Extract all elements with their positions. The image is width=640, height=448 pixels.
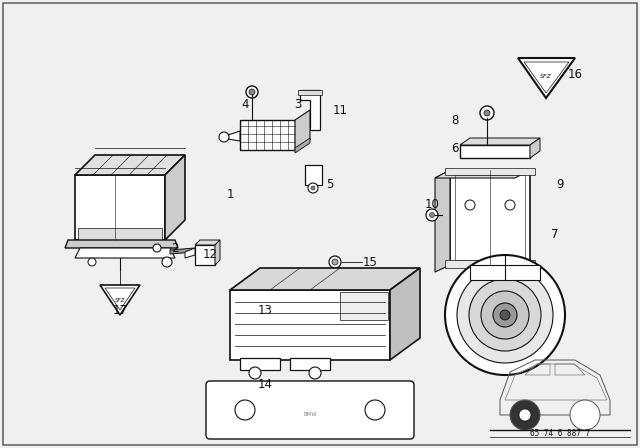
Polygon shape [298,90,322,95]
Circle shape [308,183,318,193]
Polygon shape [340,292,388,320]
Text: 12: 12 [202,249,218,262]
Circle shape [493,303,517,327]
Circle shape [500,310,510,320]
Circle shape [332,259,338,265]
Text: 3: 3 [294,99,301,112]
Polygon shape [195,245,215,265]
Polygon shape [228,131,240,141]
Text: SFZ: SFZ [115,297,125,302]
Polygon shape [170,248,195,254]
Polygon shape [435,170,450,272]
Circle shape [426,209,438,221]
Circle shape [235,400,255,420]
Text: 8: 8 [451,113,459,126]
Text: 2: 2 [172,241,179,254]
Circle shape [570,400,600,430]
Polygon shape [295,138,310,153]
Text: 9: 9 [556,178,564,191]
Circle shape [429,212,435,217]
Polygon shape [230,268,420,290]
Circle shape [465,200,475,210]
Text: 65 74 6 887 7: 65 74 6 887 7 [530,430,590,439]
Text: 11: 11 [333,103,348,116]
Text: 5: 5 [326,178,333,191]
Circle shape [505,200,515,210]
Polygon shape [300,90,320,130]
Circle shape [219,132,229,142]
Polygon shape [390,268,420,360]
Circle shape [457,267,553,363]
Polygon shape [460,145,530,158]
Text: 6: 6 [451,142,459,155]
Polygon shape [518,58,575,98]
FancyBboxPatch shape [206,381,414,439]
Circle shape [469,279,541,351]
Circle shape [510,400,540,430]
Circle shape [445,255,565,375]
Polygon shape [75,175,165,240]
Polygon shape [230,290,390,360]
Text: BMW: BMW [303,413,317,418]
Polygon shape [215,240,220,265]
Polygon shape [65,240,178,248]
Text: 4: 4 [241,99,249,112]
Text: 15: 15 [363,255,378,268]
Polygon shape [445,168,535,175]
Circle shape [365,400,385,420]
Circle shape [311,186,315,190]
Polygon shape [195,240,220,245]
Circle shape [329,256,341,268]
Text: 14: 14 [257,379,273,392]
Text: 16: 16 [568,69,582,82]
Text: 10: 10 [424,198,440,211]
Text: 7: 7 [551,228,559,241]
Circle shape [88,258,96,266]
Polygon shape [75,155,185,175]
Text: 17: 17 [113,303,127,316]
Circle shape [249,367,261,379]
Polygon shape [460,138,540,145]
Circle shape [481,291,529,339]
Polygon shape [240,358,280,370]
Circle shape [162,257,172,267]
Polygon shape [100,285,140,315]
Circle shape [246,86,258,98]
Polygon shape [240,120,295,150]
Polygon shape [530,138,540,158]
Text: 1: 1 [227,189,234,202]
Circle shape [480,106,494,120]
Polygon shape [75,248,175,258]
Text: SFZ: SFZ [540,73,552,78]
Polygon shape [290,358,330,370]
Polygon shape [445,260,535,268]
Polygon shape [165,155,185,240]
Polygon shape [295,110,310,150]
Polygon shape [185,248,195,258]
Circle shape [309,367,321,379]
Circle shape [153,244,161,252]
Circle shape [249,89,255,95]
Polygon shape [435,170,530,178]
Polygon shape [470,265,540,280]
Polygon shape [450,170,530,265]
Circle shape [519,409,531,421]
Polygon shape [78,228,162,240]
Circle shape [484,110,490,116]
Polygon shape [305,165,322,185]
Text: 13: 13 [257,303,273,316]
